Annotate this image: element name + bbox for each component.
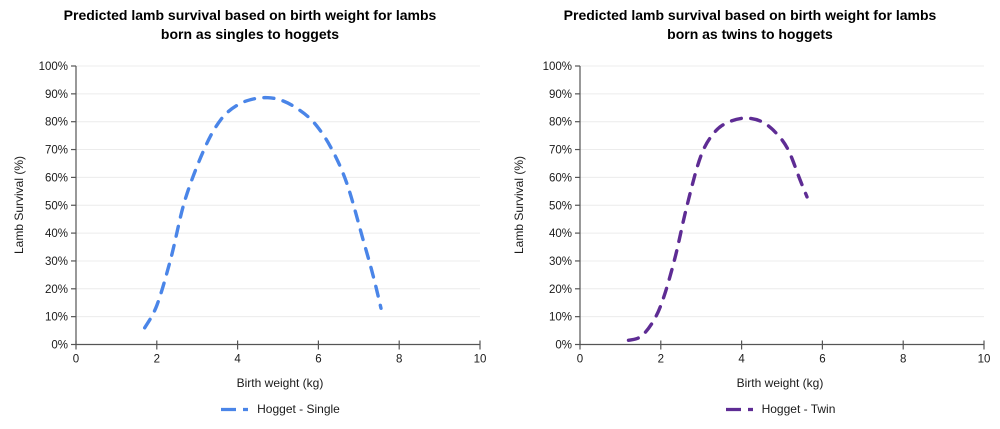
y-tick-label: 40%: [549, 228, 572, 240]
chart-title-line2: born as singles to hoggets: [160, 26, 340, 42]
legend-singles: Hogget - Single: [78, 402, 482, 416]
x-tick-label: 6: [819, 354, 825, 366]
y-tick-label: 100%: [543, 61, 572, 73]
series-line: [143, 95, 383, 330]
plot-area-singles: 0% 10% 20% 30% 40% 50% 60% 70% 80% 90% 100% 0 2 4 6 8 10: [39, 61, 487, 366]
legend-twins: Hogget - Twin: [578, 402, 982, 416]
y-tick-label: 70%: [45, 145, 68, 157]
chart-title-line2: born as twins to hoggets: [667, 26, 833, 42]
x-tick-label: 2: [154, 354, 160, 366]
x-tick-label: 4: [234, 354, 241, 366]
y-tick-label: 20%: [45, 284, 68, 296]
y-tick-label: 40%: [45, 228, 68, 240]
series-line: [626, 116, 809, 342]
chart-title-line1: Predicted lamb survival based on birth w…: [63, 7, 437, 23]
legend-label: Hogget - Single: [257, 402, 340, 416]
x-tick-label: 2: [658, 354, 664, 366]
y-tick-label: 30%: [549, 256, 572, 268]
x-axis-title: Birth weight (kg): [736, 376, 824, 390]
y-tick-label: 100%: [39, 61, 68, 73]
chart-singles: Predicted lamb survival based on birth w…: [10, 6, 490, 416]
x-axis-title: Birth weight (kg): [236, 376, 324, 390]
x-tick-label: 6: [315, 354, 321, 366]
x-tick-label: 8: [900, 354, 906, 366]
x-tick-label: 8: [396, 354, 402, 366]
y-tick-label: 90%: [549, 89, 572, 101]
x-tick-label: 0: [73, 354, 79, 366]
y-tick-label: 10%: [549, 312, 572, 324]
y-tick-label: 10%: [45, 312, 68, 324]
y-tick-label: 20%: [549, 284, 572, 296]
chart-title-singles: Predicted lamb survival based on birth w…: [10, 6, 490, 44]
y-tick-label: 0%: [555, 340, 572, 352]
plot-area-twins: 0% 10% 20% 30% 40% 50% 60% 70% 80% 90% 100% 0 2 4 6 8 10: [543, 61, 991, 366]
y-tick-label: 50%: [549, 200, 572, 212]
x-tick-label: 10: [474, 354, 487, 366]
y-tick-label: 60%: [45, 172, 68, 184]
x-tick-label: 10: [978, 354, 991, 366]
legend-line-sample: [221, 407, 252, 411]
y-tick-label: 50%: [45, 200, 68, 212]
y-tick-label: 90%: [45, 89, 68, 101]
y-tick-label: 70%: [549, 145, 572, 157]
x-tick-label: 4: [738, 354, 745, 366]
y-tick-label: 0%: [51, 340, 68, 352]
y-tick-label: 80%: [45, 117, 68, 129]
y-tick-label: 60%: [549, 172, 572, 184]
chart-title-twins: Predicted lamb survival based on birth w…: [510, 6, 990, 44]
legend-label: Hogget - Twin: [761, 402, 836, 416]
legend-line-sample: [725, 407, 756, 411]
y-tick-label: 80%: [549, 117, 572, 129]
chart-title-line1: Predicted lamb survival based on birth w…: [563, 7, 937, 23]
x-tick-label: 0: [577, 354, 583, 366]
y-tick-label: 30%: [45, 256, 68, 268]
chart-twins: Predicted lamb survival based on birth w…: [500, 0, 1000, 429]
